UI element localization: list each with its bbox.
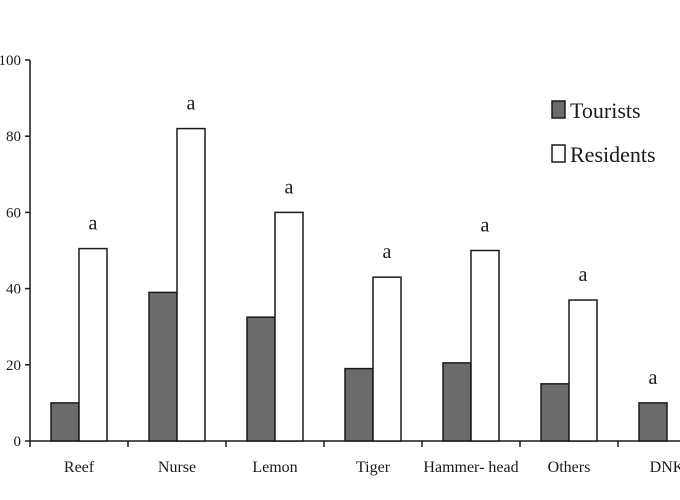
y-tick-label: 20: [6, 358, 21, 374]
bar-tourists-6: [638, 402, 668, 442]
significance-label-2: a: [285, 176, 294, 198]
category-label-0: Reef: [64, 459, 95, 476]
category-label-2: Lemon: [252, 459, 297, 476]
labels: a Reef a Nurse a Lemon a Tiger a Hammer- head a Oth…: [64, 93, 680, 476]
bar-residents-1: [176, 127, 206, 442]
legend-label-residents: Residents: [570, 142, 656, 167]
bar-residents-2: [274, 211, 304, 442]
bar-tourists-4: [442, 362, 472, 442]
y-tick-label: 60: [6, 205, 21, 221]
significance-label-5: a: [579, 264, 588, 286]
significance-label-6: a: [649, 367, 658, 389]
significance-label-0: a: [89, 213, 98, 235]
y-tick-label: 100: [0, 53, 21, 69]
bar-tourists-3: [344, 367, 374, 442]
legend-swatch-residents: [551, 144, 566, 163]
category-label-6: DNK: [650, 459, 680, 476]
y-tick-label: 40: [6, 282, 21, 298]
legend-swatch-tourists: [551, 100, 566, 119]
bar-tourists-0: [50, 402, 80, 442]
bar-residents-4: [470, 249, 500, 442]
y-tick-label: 0: [14, 434, 22, 450]
bar-residents-5: [568, 299, 598, 442]
bar-residents-0: [78, 247, 108, 442]
significance-label-4: a: [481, 215, 490, 237]
significance-label-1: a: [187, 93, 196, 115]
category-label-4: Hammer- head: [423, 459, 518, 476]
bar-residents-3: [372, 276, 402, 442]
category-label-1: Nurse: [158, 459, 196, 476]
category-label-5: Others: [548, 459, 591, 476]
y-tick-label: 80: [6, 129, 21, 145]
legend-label-tourists: Tourists: [570, 98, 641, 123]
bars: [50, 127, 668, 442]
bar-tourists-5: [540, 383, 570, 442]
category-label-3: Tiger: [356, 459, 391, 476]
axes: 0 20 40 60 80 100: [0, 53, 680, 450]
bar-tourists-2: [246, 316, 276, 442]
bar-tourists-1: [148, 291, 178, 442]
significance-label-3: a: [383, 241, 392, 263]
legend: Tourists Residents: [551, 98, 656, 167]
